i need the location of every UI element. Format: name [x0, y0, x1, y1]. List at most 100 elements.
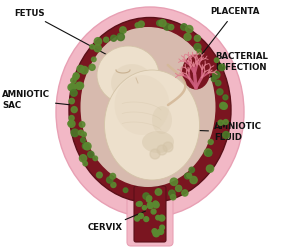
- Circle shape: [90, 44, 94, 49]
- Circle shape: [92, 57, 96, 62]
- Circle shape: [157, 145, 167, 155]
- Circle shape: [147, 196, 152, 201]
- Circle shape: [194, 35, 200, 41]
- Ellipse shape: [182, 54, 210, 90]
- Circle shape: [110, 174, 116, 179]
- Circle shape: [71, 106, 77, 112]
- Circle shape: [80, 155, 87, 162]
- Circle shape: [123, 188, 128, 192]
- Text: PLACENTA: PLACENTA: [194, 8, 260, 65]
- Ellipse shape: [104, 70, 200, 180]
- Circle shape: [217, 89, 223, 95]
- Ellipse shape: [142, 131, 174, 153]
- Circle shape: [103, 37, 109, 42]
- Circle shape: [206, 165, 214, 172]
- Circle shape: [82, 132, 86, 137]
- Circle shape: [147, 202, 153, 208]
- Circle shape: [144, 217, 149, 222]
- Circle shape: [218, 120, 223, 125]
- Circle shape: [136, 202, 140, 206]
- Circle shape: [187, 173, 192, 178]
- Circle shape: [93, 156, 98, 160]
- Circle shape: [215, 80, 221, 86]
- Circle shape: [77, 82, 84, 89]
- Circle shape: [70, 90, 77, 96]
- Circle shape: [69, 98, 74, 104]
- Circle shape: [111, 182, 116, 188]
- Circle shape: [155, 189, 162, 195]
- Circle shape: [135, 216, 140, 221]
- Text: FETUS: FETUS: [14, 8, 111, 57]
- Circle shape: [78, 130, 83, 135]
- Circle shape: [208, 140, 213, 144]
- Text: CERVIX: CERVIX: [88, 211, 146, 233]
- Ellipse shape: [115, 75, 170, 135]
- Circle shape: [153, 201, 158, 206]
- Circle shape: [73, 74, 78, 80]
- Circle shape: [138, 21, 144, 27]
- Circle shape: [88, 151, 94, 158]
- Circle shape: [111, 35, 117, 41]
- Ellipse shape: [69, 18, 231, 202]
- Circle shape: [182, 190, 188, 196]
- Circle shape: [84, 142, 91, 150]
- Circle shape: [221, 103, 227, 109]
- Circle shape: [137, 202, 142, 206]
- Circle shape: [138, 213, 143, 218]
- Circle shape: [181, 24, 187, 30]
- Circle shape: [214, 58, 219, 62]
- Circle shape: [176, 185, 182, 192]
- Circle shape: [194, 44, 201, 51]
- Ellipse shape: [56, 7, 244, 217]
- Circle shape: [159, 20, 166, 27]
- Ellipse shape: [97, 46, 159, 104]
- Circle shape: [169, 24, 174, 30]
- Circle shape: [156, 216, 160, 220]
- Circle shape: [197, 50, 201, 54]
- Circle shape: [218, 64, 225, 71]
- Circle shape: [80, 66, 88, 74]
- Text: AMNIOTIC
FLUID: AMNIOTIC FLUID: [188, 122, 262, 142]
- Circle shape: [77, 65, 84, 72]
- Circle shape: [153, 230, 160, 237]
- Circle shape: [68, 84, 75, 91]
- Circle shape: [83, 161, 88, 166]
- Circle shape: [184, 173, 190, 179]
- Circle shape: [75, 82, 82, 90]
- Ellipse shape: [152, 106, 172, 134]
- Circle shape: [73, 73, 79, 78]
- Circle shape: [94, 38, 102, 45]
- Circle shape: [170, 194, 176, 200]
- Circle shape: [79, 122, 85, 127]
- Circle shape: [69, 116, 74, 121]
- FancyBboxPatch shape: [127, 188, 173, 246]
- Circle shape: [158, 229, 164, 234]
- Circle shape: [204, 149, 211, 156]
- Circle shape: [184, 34, 191, 40]
- Circle shape: [71, 78, 76, 83]
- Circle shape: [189, 167, 194, 173]
- Circle shape: [223, 120, 228, 124]
- Circle shape: [163, 142, 173, 152]
- Circle shape: [220, 102, 226, 109]
- Circle shape: [106, 177, 113, 183]
- Circle shape: [186, 26, 193, 33]
- Circle shape: [151, 209, 156, 214]
- Circle shape: [212, 77, 216, 82]
- Text: AMNIOTIC
SAC: AMNIOTIC SAC: [2, 90, 69, 110]
- Circle shape: [74, 73, 79, 79]
- Circle shape: [213, 71, 220, 78]
- FancyBboxPatch shape: [134, 186, 166, 242]
- Text: BACTERIAL
INFECTION: BACTERIAL INFECTION: [190, 52, 268, 87]
- Circle shape: [190, 176, 197, 184]
- Circle shape: [169, 190, 175, 196]
- Circle shape: [82, 142, 89, 150]
- Circle shape: [89, 64, 95, 70]
- Circle shape: [71, 129, 79, 137]
- Circle shape: [142, 206, 146, 210]
- Circle shape: [153, 202, 159, 208]
- Circle shape: [143, 193, 149, 199]
- Circle shape: [135, 23, 140, 28]
- Ellipse shape: [111, 64, 153, 102]
- Circle shape: [164, 24, 170, 30]
